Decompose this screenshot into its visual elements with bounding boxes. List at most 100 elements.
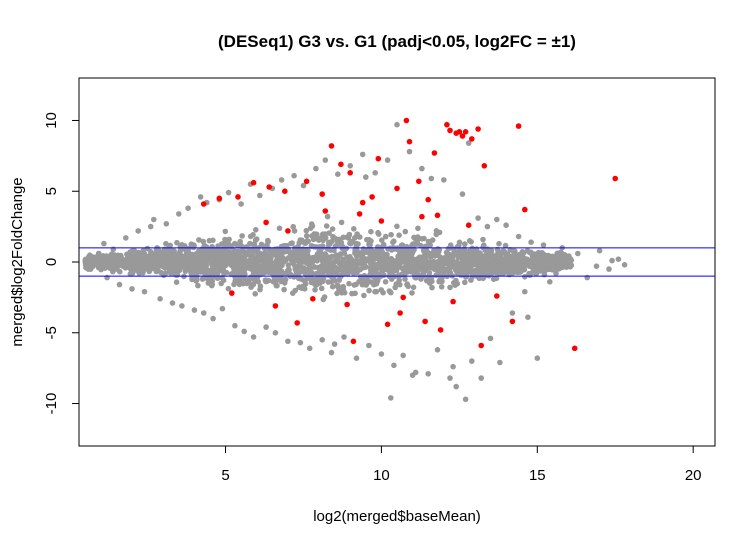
point-background: [485, 258, 492, 264]
point-background: [388, 247, 395, 253]
point-background: [248, 284, 254, 291]
point-nonsignificant: [169, 300, 176, 306]
point-significant: [406, 138, 413, 145]
point-significant: [397, 310, 403, 316]
point-background: [431, 265, 438, 271]
point-background: [206, 257, 212, 264]
point-background: [231, 265, 238, 271]
point-nonsignificant: [372, 170, 379, 176]
point-nonsignificant: [366, 342, 372, 349]
point-background: [343, 245, 350, 252]
point-background: [193, 278, 199, 284]
point-background: [241, 268, 247, 275]
point-background: [325, 242, 332, 248]
point-background: [340, 270, 347, 276]
point-background: [546, 263, 553, 270]
point-background: [427, 242, 434, 248]
point-nonsignificant: [378, 351, 385, 357]
point-background: [95, 262, 101, 269]
point-background: [496, 240, 502, 247]
point-background: [480, 275, 486, 282]
point-background: [226, 260, 232, 267]
point-background: [287, 252, 294, 259]
point-nonsignificant: [503, 222, 509, 228]
point-background: [244, 250, 250, 256]
point-background: [291, 228, 298, 234]
point-background: [388, 270, 395, 276]
point-nonsignificant: [391, 362, 397, 369]
point-background: [447, 284, 453, 291]
point-background: [507, 247, 513, 253]
point-background: [248, 266, 255, 273]
point-significant: [375, 155, 382, 162]
point-significant: [450, 298, 456, 305]
point-significant: [384, 321, 391, 328]
point-background: [542, 260, 549, 267]
point-background: [245, 279, 251, 286]
point-nonsignificant: [335, 171, 341, 177]
point-background: [514, 255, 521, 262]
point-background: [297, 237, 304, 243]
point-background: [565, 261, 571, 268]
point-background: [237, 238, 243, 245]
point-nonsignificant: [419, 165, 425, 172]
point-background: [558, 250, 565, 256]
point-background: [127, 264, 134, 271]
point-background: [222, 236, 228, 243]
point-significant: [469, 136, 475, 142]
point-background: [303, 227, 310, 234]
point-background: [502, 242, 509, 249]
point-nonsignificant: [522, 288, 528, 295]
point-background: [165, 248, 172, 254]
point-background: [349, 290, 355, 297]
point-background: [210, 254, 217, 261]
point-significant: [282, 188, 288, 194]
point-background: [410, 284, 417, 291]
point-significant: [478, 342, 485, 349]
point-nonsignificant: [257, 192, 263, 199]
point-background: [467, 269, 474, 275]
point-background: [480, 236, 486, 243]
point-background: [285, 262, 292, 268]
point-background: [181, 257, 187, 263]
point-background: [535, 249, 542, 256]
point-background: [336, 241, 343, 248]
point-nonsignificant: [388, 395, 394, 401]
point-background: [225, 285, 232, 292]
point-nonsignificant: [434, 347, 441, 353]
point-background: [184, 247, 191, 254]
point-nonsignificant: [285, 338, 291, 345]
point-background: [312, 281, 318, 288]
point-background: [252, 277, 259, 283]
point-background: [378, 287, 385, 293]
point-background: [390, 259, 397, 266]
point-significant: [400, 294, 407, 301]
point-nonsignificant: [353, 355, 360, 362]
point-background: [189, 272, 195, 279]
point-background: [429, 284, 435, 291]
point-significant: [369, 194, 375, 200]
point-background: [333, 269, 339, 276]
point-nonsignificant: [615, 256, 622, 263]
point-background: [281, 286, 287, 293]
point-background: [421, 235, 427, 242]
point-background: [129, 270, 136, 277]
point-significant: [465, 222, 472, 228]
point-significant: [250, 179, 257, 186]
point-background: [329, 253, 335, 260]
point-background: [458, 252, 465, 259]
point-background: [297, 261, 303, 268]
point-significant: [571, 345, 578, 352]
point-background: [257, 286, 263, 293]
point-background: [310, 256, 316, 263]
point-background: [136, 259, 143, 266]
point-background: [173, 265, 179, 272]
point-background: [181, 261, 188, 268]
point-nonsignificant: [487, 335, 494, 342]
point-background: [333, 256, 340, 263]
point-nonsignificant: [565, 253, 572, 260]
point-background: [258, 241, 265, 248]
point-nonsignificant: [331, 341, 338, 347]
point-background: [392, 284, 399, 291]
point-background: [402, 228, 409, 235]
